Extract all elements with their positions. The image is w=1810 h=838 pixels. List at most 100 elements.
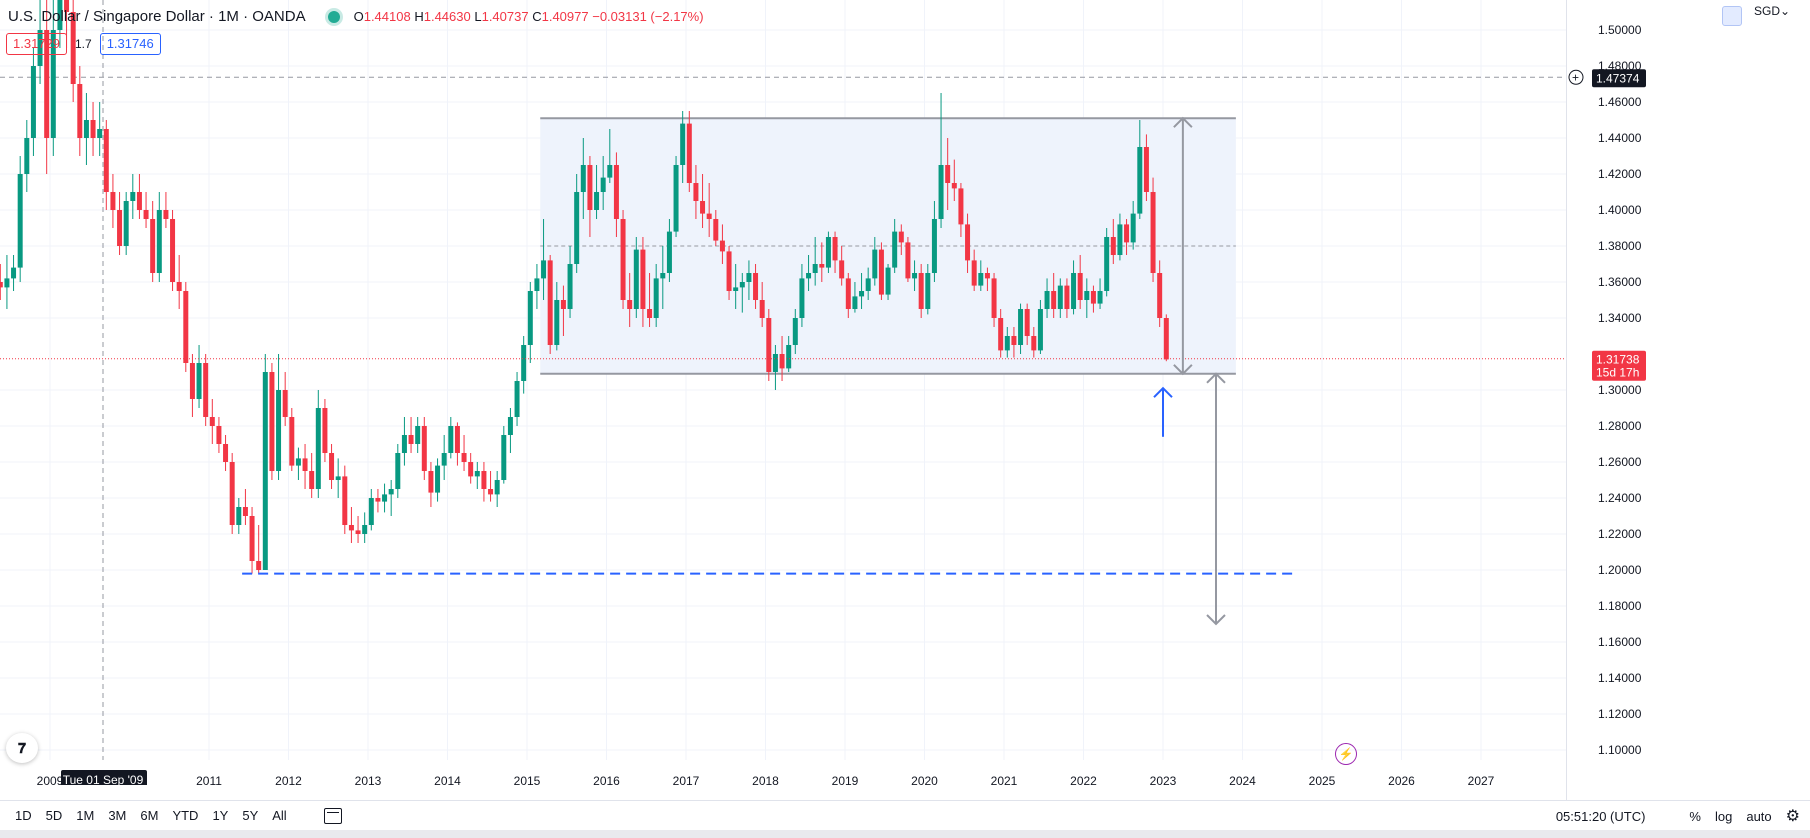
candle-body [892,231,898,268]
candle-body [819,264,825,268]
calendar-icon[interactable] [323,807,342,824]
candle-body [766,318,772,372]
crosshair-price-label-bg [1592,69,1646,88]
candle-body [1064,285,1070,309]
range-1m[interactable]: 1M [76,808,95,823]
candle-body [355,530,361,534]
candle-body [1071,273,1077,309]
price-tick-label: 1.38000 [1598,239,1642,253]
chart-pane[interactable]: 1.50000 1.48000 1.46000 1.44000 1.42000 1.400… [0,0,1810,785]
candle-body [706,213,712,219]
symbol-title[interactable]: U.S. Dollar / Singapore Dollar · 1M · OA… [8,8,306,25]
candle-body [912,273,918,279]
candle-body [315,408,321,489]
candle-body [203,363,209,417]
time-tick-label: 2016 [593,774,620,785]
price-tick-label: 1.40000 [1598,203,1642,217]
lightning-icon[interactable]: ⚡ [1335,743,1357,765]
candle-body [282,390,288,417]
buy-button[interactable]: 1.31746 [99,33,161,55]
price-tick-label: 1.10000 [1598,743,1642,757]
time-tick-label: 2022 [1070,774,1097,785]
candle-body [666,231,672,273]
candle-body [97,129,103,138]
time-tick-label: 2027 [1468,774,1495,785]
candle-body [309,471,315,489]
candle-body [746,273,752,282]
candle-body [799,278,805,318]
candle-body [1097,291,1103,304]
price-tick-label: 1.28000 [1598,419,1642,433]
candle-body [580,165,586,192]
object-tree-icon[interactable] [1722,6,1742,26]
tradingview-logo-icon[interactable]: 𝟕 [6,733,38,763]
last-price-label-text: 1.31738 [1596,353,1640,367]
candle-body [150,219,156,273]
candle-body [1044,291,1050,309]
range-1d[interactable]: 1D [15,808,32,823]
range-5y[interactable]: 5Y [242,808,259,823]
candle-body [965,224,971,261]
currency-selector[interactable]: SGD⌄ [1754,4,1790,18]
candle-body [931,219,937,273]
candle-body [37,30,43,66]
crosshair-price-label: 1.47374 [1592,69,1646,88]
candle-body [103,129,109,192]
sell-button[interactable]: 1.31729 [6,33,67,55]
candle-body [1057,285,1063,309]
chevron-down-icon: ⌄ [1780,4,1791,18]
candle-body [600,177,606,192]
candle-body [945,165,951,183]
candle-body [872,249,878,279]
price-tick-label: 1.44000 [1598,131,1642,145]
candle-body [64,0,70,12]
candle-body [1163,318,1169,360]
bottom-strip [0,830,1810,838]
currency-label: SGD [1754,4,1781,18]
range-5d[interactable]: 5D [45,808,63,823]
candle-body [594,192,600,210]
candle-body [574,192,580,264]
candle-body [627,300,633,309]
percent-toggle[interactable]: % [1689,808,1701,824]
candle-body [435,465,441,493]
time-tick-label: 2012 [275,774,302,785]
range-ytd[interactable]: YTD [172,808,199,823]
candle-body [560,300,566,309]
range-all[interactable]: All [272,808,287,823]
range-6m[interactable]: 6M [140,808,159,823]
candle-body [57,0,63,30]
candle-body [454,426,460,453]
price-tick-label: 1.26000 [1598,455,1642,469]
projection-arrow-head [1206,614,1226,626]
range-3m[interactable]: 3M [108,808,127,823]
candle-body [117,210,123,246]
range-1y[interactable]: 1Y [212,808,229,823]
candle-body [1051,291,1057,309]
candle-body [176,282,182,291]
clock[interactable]: 05:51:20 (UTC) [1555,808,1646,824]
log-toggle[interactable]: log [1714,808,1733,824]
blue-arrow-head [1153,386,1173,398]
candle-body [415,426,421,444]
range-arrow-head [1173,364,1193,376]
price-axis-divider [1566,0,1567,800]
candle-body [541,260,547,279]
price-tick-label: 1.18000 [1598,599,1642,613]
candle-body [812,264,818,273]
low-value: 1.40737 [481,9,529,24]
price-chart[interactable]: 1.500001.480001.460001.440001.420001.400… [0,0,1810,785]
candle-body [494,480,500,495]
auto-toggle[interactable]: auto [1746,808,1772,824]
price-tick-label: 1.34000 [1598,311,1642,325]
candle-body [249,516,255,561]
candle-body [898,231,904,243]
candle-body [216,426,222,444]
candle-body [1104,237,1110,291]
candle-body [163,210,169,219]
candle-body [653,278,659,318]
candle-body [832,237,838,261]
candle-body [859,291,865,297]
candle-body [408,435,414,444]
gear-icon[interactable]: ⚙ [1785,808,1800,825]
